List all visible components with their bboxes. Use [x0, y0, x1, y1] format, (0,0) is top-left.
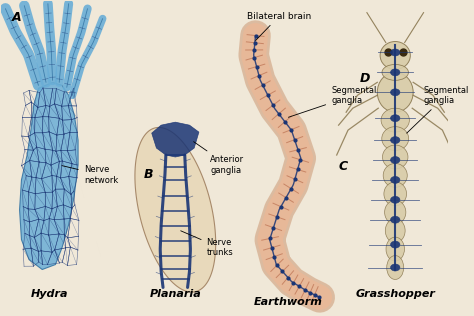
Polygon shape — [135, 127, 216, 292]
Ellipse shape — [386, 237, 404, 261]
Ellipse shape — [384, 200, 406, 224]
Ellipse shape — [380, 41, 410, 70]
Ellipse shape — [391, 115, 400, 122]
Polygon shape — [19, 82, 78, 270]
Text: C: C — [338, 160, 348, 173]
Ellipse shape — [391, 196, 400, 203]
Text: Nerve
network: Nerve network — [62, 165, 118, 185]
Ellipse shape — [391, 241, 400, 248]
Text: Hydra: Hydra — [31, 289, 69, 299]
Ellipse shape — [391, 137, 400, 143]
Text: Nerve
trunks: Nerve trunks — [181, 231, 233, 257]
Ellipse shape — [385, 219, 405, 243]
Text: Earthworm: Earthworm — [254, 297, 323, 307]
Ellipse shape — [382, 127, 409, 150]
Ellipse shape — [391, 216, 400, 223]
Ellipse shape — [384, 182, 407, 206]
Polygon shape — [152, 122, 199, 157]
Ellipse shape — [391, 176, 400, 183]
Text: D: D — [359, 72, 370, 85]
Text: Segmental
ganglia: Segmental ganglia — [407, 86, 469, 133]
Ellipse shape — [391, 156, 400, 163]
Ellipse shape — [383, 145, 408, 169]
Ellipse shape — [381, 108, 410, 132]
Ellipse shape — [391, 89, 400, 96]
Ellipse shape — [377, 72, 413, 112]
Text: Planaria: Planaria — [149, 289, 201, 299]
Ellipse shape — [391, 264, 400, 271]
Ellipse shape — [382, 64, 409, 80]
Text: Segmental
ganglia: Segmental ganglia — [288, 86, 376, 117]
Ellipse shape — [391, 69, 400, 76]
Text: Anterior
ganglia: Anterior ganglia — [194, 142, 245, 175]
Text: Grasshopper: Grasshopper — [356, 289, 435, 299]
Ellipse shape — [387, 256, 404, 279]
Text: Bilateral brain: Bilateral brain — [247, 12, 311, 40]
Ellipse shape — [383, 163, 407, 187]
Text: B: B — [144, 168, 154, 181]
Ellipse shape — [391, 49, 400, 56]
Text: A: A — [12, 11, 22, 24]
